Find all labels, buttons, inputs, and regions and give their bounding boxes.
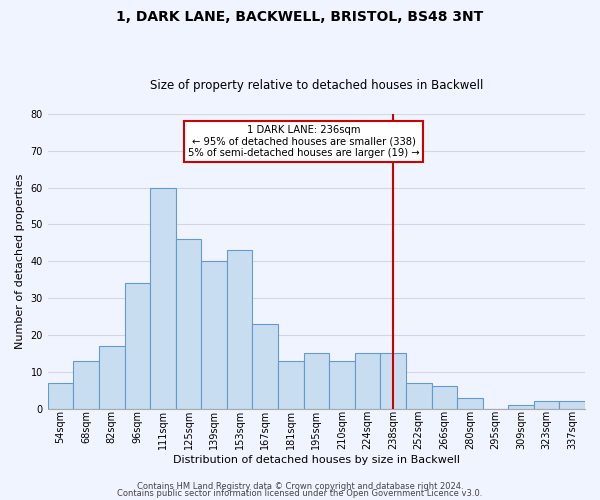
Bar: [304, 354, 329, 408]
Bar: [380, 354, 406, 408]
Text: Contains public sector information licensed under the Open Government Licence v3: Contains public sector information licen…: [118, 489, 482, 498]
Bar: [355, 354, 380, 408]
Text: 1 DARK LANE: 236sqm
← 95% of detached houses are smaller (338)
5% of semi-detach: 1 DARK LANE: 236sqm ← 95% of detached ho…: [188, 125, 419, 158]
Bar: [227, 250, 253, 408]
Bar: [457, 398, 482, 408]
Bar: [508, 405, 534, 408]
Bar: [534, 401, 559, 408]
Bar: [176, 239, 201, 408]
Bar: [125, 284, 150, 408]
Y-axis label: Number of detached properties: Number of detached properties: [15, 174, 25, 349]
Bar: [559, 401, 585, 408]
Bar: [253, 324, 278, 408]
X-axis label: Distribution of detached houses by size in Backwell: Distribution of detached houses by size …: [173, 455, 460, 465]
Text: Contains HM Land Registry data © Crown copyright and database right 2024.: Contains HM Land Registry data © Crown c…: [137, 482, 463, 491]
Bar: [201, 262, 227, 408]
Bar: [48, 383, 73, 408]
Bar: [150, 188, 176, 408]
Title: Size of property relative to detached houses in Backwell: Size of property relative to detached ho…: [150, 79, 483, 92]
Bar: [99, 346, 125, 408]
Bar: [278, 360, 304, 408]
Bar: [73, 360, 99, 408]
Text: 1, DARK LANE, BACKWELL, BRISTOL, BS48 3NT: 1, DARK LANE, BACKWELL, BRISTOL, BS48 3N…: [116, 10, 484, 24]
Bar: [406, 383, 431, 408]
Bar: [431, 386, 457, 408]
Bar: [329, 360, 355, 408]
